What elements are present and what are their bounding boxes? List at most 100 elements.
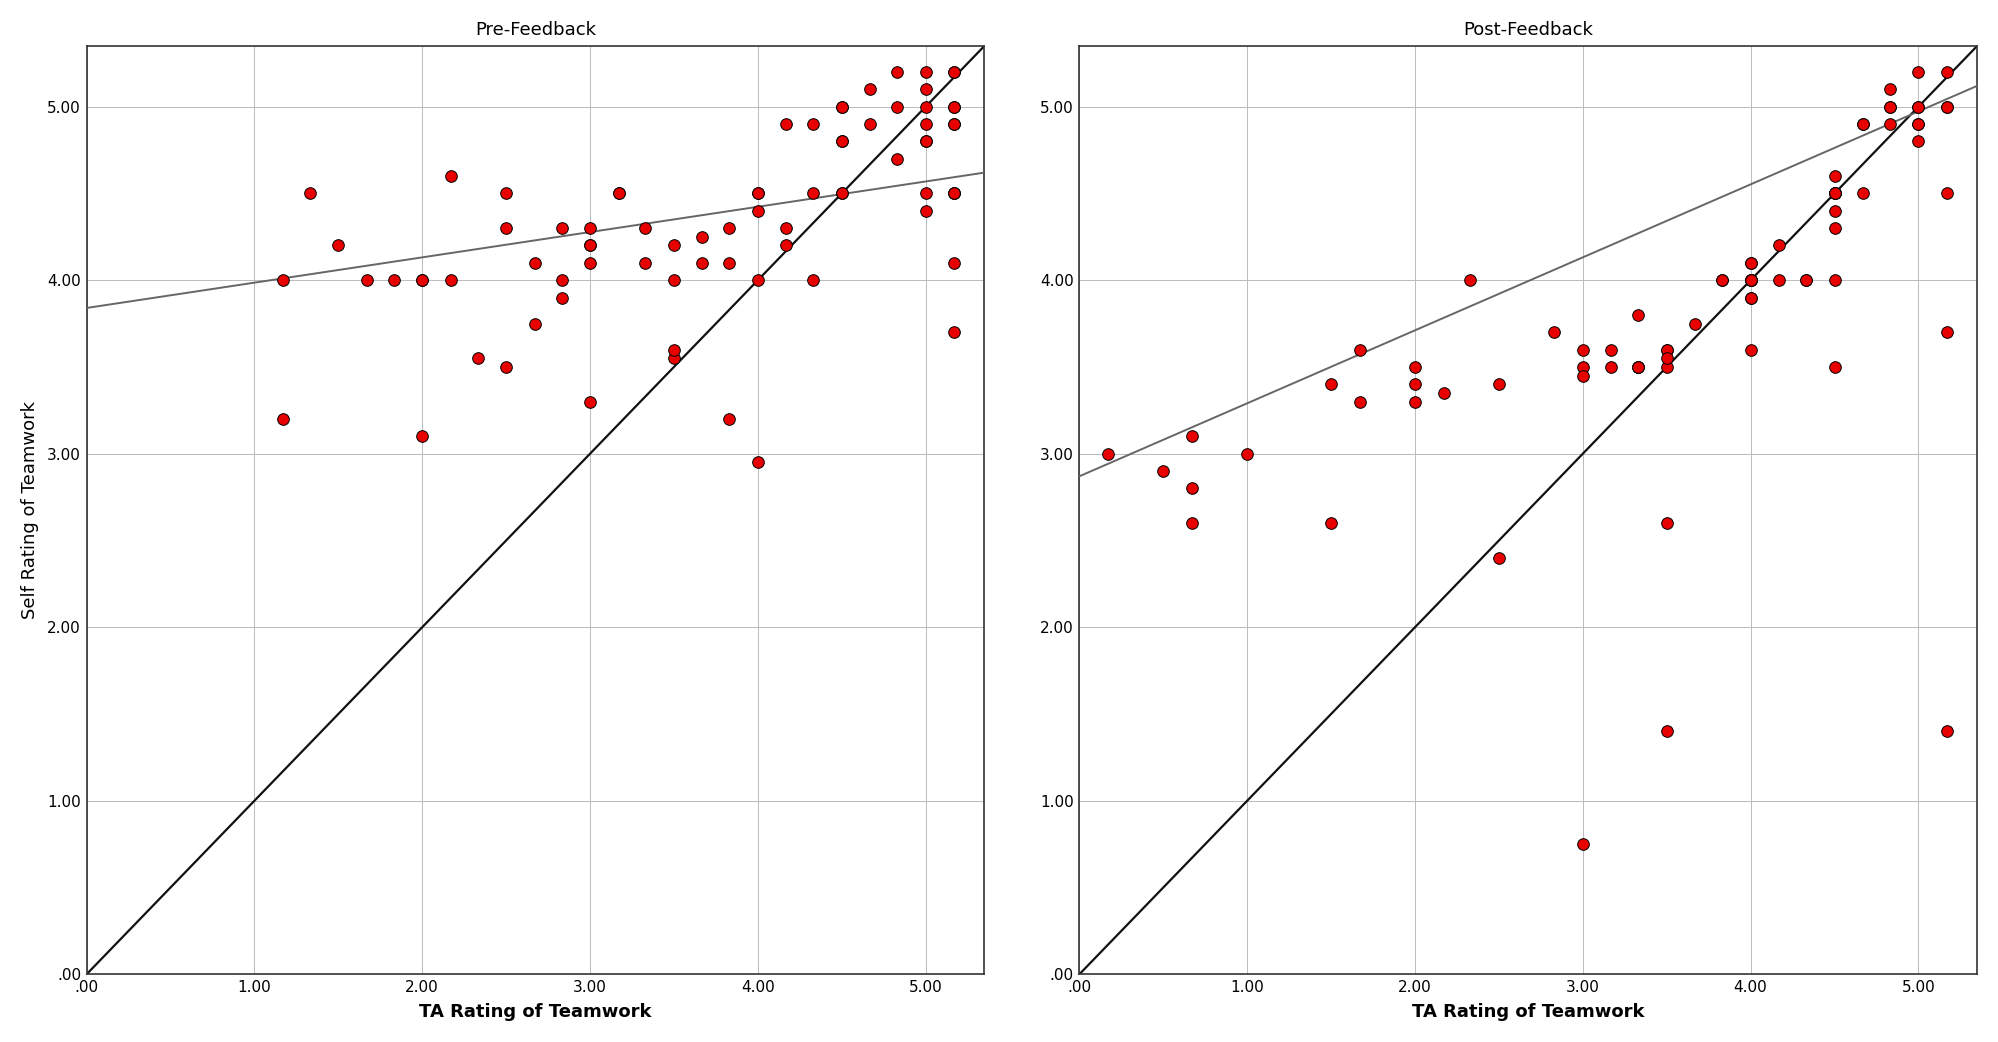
Point <box>1818 272 1850 289</box>
Point <box>1846 116 1878 132</box>
Point <box>825 185 857 202</box>
Point <box>603 185 635 202</box>
Point <box>855 81 887 98</box>
Point <box>1846 185 1878 202</box>
Point <box>1734 272 1766 289</box>
Point <box>939 324 971 341</box>
Point <box>881 64 913 80</box>
Point <box>1622 306 1654 323</box>
Point <box>1650 342 1682 358</box>
Point <box>939 116 971 132</box>
Point <box>939 185 971 202</box>
Point <box>1818 185 1850 202</box>
Point <box>1594 342 1626 358</box>
Point <box>603 185 635 202</box>
Point <box>436 272 468 289</box>
Point <box>909 81 941 98</box>
Point <box>741 272 773 289</box>
Point <box>741 185 773 202</box>
Point <box>406 272 438 289</box>
Point <box>909 116 941 132</box>
Point <box>797 116 829 132</box>
Point <box>406 272 438 289</box>
Point <box>825 98 857 115</box>
Point <box>268 272 300 289</box>
Point <box>1678 316 1710 332</box>
Point <box>825 133 857 150</box>
Point <box>909 202 941 219</box>
Point <box>1343 342 1375 358</box>
Point <box>1874 98 1906 115</box>
Point <box>1650 358 1682 375</box>
Point <box>825 98 857 115</box>
Point <box>657 342 689 358</box>
Point <box>1902 98 1934 115</box>
Point <box>1790 272 1822 289</box>
Point <box>1930 185 1962 202</box>
Point <box>1930 98 1962 115</box>
Point <box>1734 272 1766 289</box>
Point <box>378 272 410 289</box>
Point <box>1902 116 1934 132</box>
Point <box>519 316 551 332</box>
Point <box>573 254 605 271</box>
Point <box>1706 272 1738 289</box>
Point <box>1650 723 1682 740</box>
Point <box>1483 376 1514 393</box>
Point <box>881 150 913 167</box>
Point <box>1427 384 1459 401</box>
Title: Pre-Feedback: Pre-Feedback <box>476 21 595 39</box>
Point <box>1818 185 1850 202</box>
Point <box>1734 342 1766 358</box>
Point <box>545 220 577 237</box>
Point <box>1147 463 1179 479</box>
Point <box>1483 549 1514 566</box>
Point <box>322 238 354 254</box>
Point <box>657 238 689 254</box>
Point <box>1594 358 1626 375</box>
Point <box>939 254 971 271</box>
Point <box>713 411 745 427</box>
Point <box>1231 445 1263 462</box>
Point <box>490 185 521 202</box>
Point <box>797 185 829 202</box>
Point <box>1930 98 1962 115</box>
Title: Post-Feedback: Post-Feedback <box>1463 21 1592 39</box>
Point <box>797 272 829 289</box>
Point <box>573 220 605 237</box>
Point <box>939 64 971 80</box>
Point <box>1343 393 1375 410</box>
Point <box>909 64 941 80</box>
Point <box>1902 116 1934 132</box>
Point <box>939 98 971 115</box>
Point <box>1874 98 1906 115</box>
Point <box>462 350 494 367</box>
Point <box>741 454 773 471</box>
Point <box>1399 358 1431 375</box>
Point <box>1902 133 1934 150</box>
Point <box>1093 445 1125 462</box>
Point <box>294 185 326 202</box>
Point <box>1930 64 1962 80</box>
Point <box>1818 358 1850 375</box>
Point <box>771 116 803 132</box>
Point <box>1650 350 1682 367</box>
Point <box>1650 515 1682 531</box>
Point <box>519 254 551 271</box>
Point <box>573 238 605 254</box>
Point <box>629 220 661 237</box>
Point <box>1902 64 1934 80</box>
Point <box>490 358 521 375</box>
Point <box>1734 272 1766 289</box>
Point <box>939 116 971 132</box>
Point <box>1734 290 1766 306</box>
Point <box>1930 324 1962 341</box>
Point <box>1818 168 1850 184</box>
Point <box>1177 515 1209 531</box>
Point <box>1734 254 1766 271</box>
Point <box>657 350 689 367</box>
Point <box>1399 376 1431 393</box>
Point <box>1790 272 1822 289</box>
Point <box>771 220 803 237</box>
Point <box>825 185 857 202</box>
